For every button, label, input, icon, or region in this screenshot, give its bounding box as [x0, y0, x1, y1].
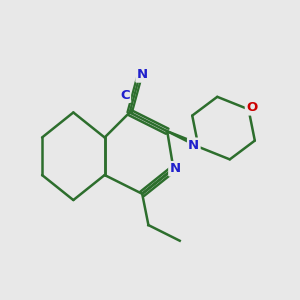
Text: O: O [246, 101, 257, 114]
Text: N: N [169, 162, 181, 175]
Text: N: N [136, 68, 148, 81]
Text: N: N [188, 139, 200, 152]
Text: C: C [120, 89, 130, 102]
